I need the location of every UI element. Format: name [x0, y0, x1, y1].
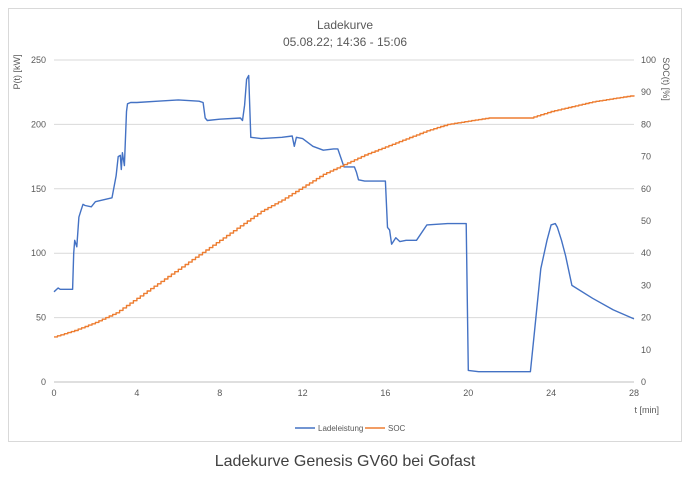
x-tick-label: 8 [217, 388, 222, 398]
y-right-tick-label: 0 [641, 377, 646, 387]
y-left-axis-title: P(t) [kW] [12, 55, 22, 90]
chart-frame: Ladekurve 05.08.22; 14:36 - 15:06 0 50 100… [8, 8, 682, 442]
x-tick-label: 20 [463, 388, 473, 398]
chart-svg: Ladekurve 05.08.22; 14:36 - 15:06 050100… [12, 18, 671, 433]
axis-layer: 0 50 100 150 200 250 0 10 20 30 40 50 60 70 80 90 100 0 4 8… [31, 55, 656, 398]
x-tick-label: 28 [629, 388, 639, 398]
x-tick-label: 16 [380, 388, 390, 398]
y-right-tick-label: 50 [641, 216, 651, 226]
chart-subtitle: 05.08.22; 14:36 - 15:06 [283, 35, 407, 49]
x-tick-label: 12 [298, 388, 308, 398]
x-tick-label: 4 [134, 388, 139, 398]
series-layer [53, 74, 635, 373]
y-left-tick-label: 100 [31, 248, 46, 258]
y-right-axis-title: SOC(t) [%] [661, 57, 671, 101]
legend-label-soc: SOC [388, 424, 406, 433]
series-line-ladeleistung [53, 74, 635, 373]
x-axis-title: t [min] [634, 405, 659, 415]
y-right-tick-label: 90 [641, 87, 651, 97]
y-right-tick-label: 70 [641, 152, 651, 162]
y-right-tick-label: 20 [641, 313, 651, 323]
legend: Ladeleistung SOC [295, 424, 406, 433]
y-right-tick-label: 40 [641, 248, 651, 258]
y-right-tick-label: 60 [641, 184, 651, 194]
y-right-tick-label: 80 [641, 119, 651, 129]
y-left-tick-label: 150 [31, 184, 46, 194]
legend-label-ladeleistung: Ladeleistung [318, 424, 363, 433]
y-right-tick-label: 30 [641, 280, 651, 290]
grid-layer [54, 59, 634, 383]
series-line-soc [54, 95, 635, 338]
y-left-tick-label: 250 [31, 55, 46, 65]
y-right-tick-label: 100 [641, 55, 656, 65]
figure-caption: Ladekurve Genesis GV60 bei Gofast [214, 453, 476, 470]
chart-title: Ladekurve [317, 18, 373, 32]
y-left-tick-label: 0 [41, 377, 46, 387]
x-tick-label: 24 [546, 388, 556, 398]
x-tick-label: 0 [51, 388, 56, 398]
y-right-tick-label: 10 [641, 345, 651, 355]
y-left-tick-label: 50 [36, 313, 46, 323]
y-left-tick-label: 200 [31, 119, 46, 129]
